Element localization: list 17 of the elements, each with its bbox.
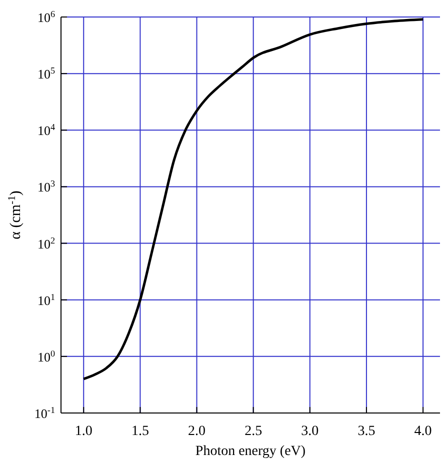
y-tick-label: 10$^{2}$ (37, 235, 56, 252)
y-tick-label: 10$^{-1}$ (34, 405, 55, 421)
y-tick-label: 10$^{0}$ (37, 348, 56, 364)
x-tick-label: 4.0 (414, 424, 432, 439)
y-tick-label: 10$^{3}$ (37, 178, 56, 195)
x-tick-label: 1.5 (131, 424, 149, 439)
x-tick-label: 1.0 (74, 424, 92, 439)
y-tick-label: 10$^{6}$ (37, 9, 56, 25)
x-axis-title: Photon energy (eV) (195, 444, 306, 459)
y-tick-label: 10$^{1}$ (37, 292, 55, 308)
x-tick-label: 3.0 (301, 424, 319, 439)
line-series (82, 18, 424, 380)
x-tick-label: 2.0 (188, 424, 206, 439)
x-tick-label: 3.5 (358, 424, 376, 439)
x-tick-label: 2.5 (244, 424, 262, 439)
y-tick-label: 10$^{4}$ (37, 122, 56, 138)
y-tick-label: 10$^{5}$ (37, 66, 56, 82)
